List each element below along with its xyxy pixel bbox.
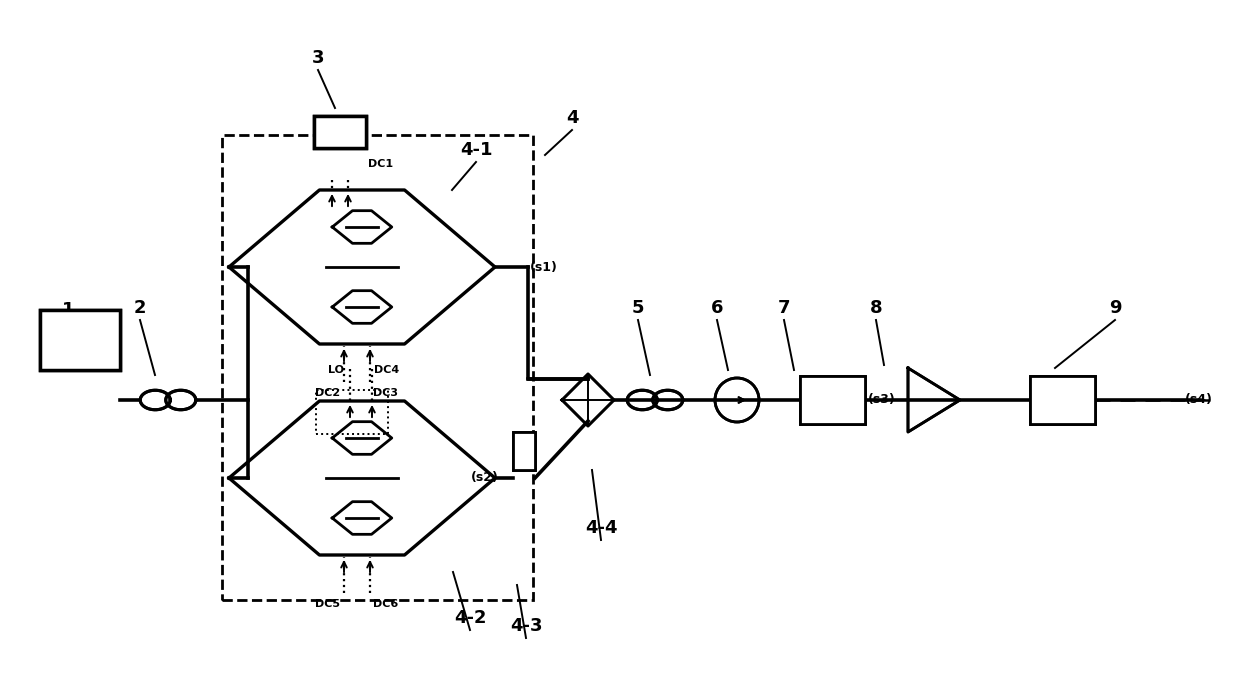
Text: 2: 2 bbox=[134, 299, 146, 317]
Bar bbox=[222, 135, 533, 600]
Bar bbox=[40, 310, 120, 370]
Text: 5: 5 bbox=[631, 299, 645, 317]
Text: (s3): (s3) bbox=[868, 394, 895, 407]
Text: (s1): (s1) bbox=[529, 261, 558, 274]
Text: 4: 4 bbox=[565, 109, 578, 127]
Bar bbox=[314, 116, 366, 148]
Text: DC1: DC1 bbox=[368, 159, 393, 169]
Text: DC4: DC4 bbox=[374, 365, 399, 375]
Bar bbox=[1030, 376, 1095, 424]
Bar bbox=[1030, 376, 1095, 424]
Bar bbox=[40, 310, 120, 370]
Text: 8: 8 bbox=[869, 299, 883, 317]
Bar bbox=[800, 376, 866, 424]
Text: 4-4: 4-4 bbox=[585, 519, 618, 537]
Bar bbox=[316, 390, 388, 434]
Text: 7: 7 bbox=[777, 299, 790, 317]
Text: 4-2: 4-2 bbox=[454, 609, 486, 627]
Text: 6: 6 bbox=[711, 299, 723, 317]
Bar bbox=[513, 432, 534, 470]
Text: DC6: DC6 bbox=[373, 599, 398, 609]
Text: 4-1: 4-1 bbox=[460, 141, 492, 159]
Bar bbox=[800, 376, 866, 424]
Text: LO: LO bbox=[329, 365, 343, 375]
Text: (s2): (s2) bbox=[471, 471, 498, 484]
Text: 9: 9 bbox=[1109, 299, 1121, 317]
Text: (s4): (s4) bbox=[1185, 394, 1213, 407]
Text: 1: 1 bbox=[62, 301, 74, 319]
Text: DC3: DC3 bbox=[373, 388, 398, 398]
Text: 4-3: 4-3 bbox=[510, 617, 542, 635]
Text: DC2: DC2 bbox=[315, 388, 341, 398]
Bar bbox=[513, 432, 534, 470]
Text: RF: RF bbox=[331, 123, 350, 137]
Bar bbox=[314, 116, 366, 148]
Text: DC5: DC5 bbox=[315, 599, 341, 609]
Text: 3: 3 bbox=[311, 49, 324, 67]
